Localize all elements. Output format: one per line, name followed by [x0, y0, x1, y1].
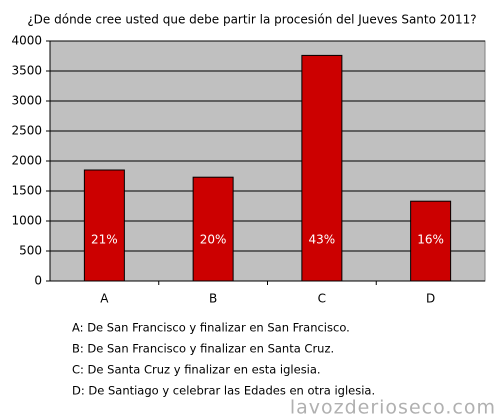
x-tick-label: A — [100, 292, 109, 306]
bar — [410, 200, 452, 282]
y-tick-label: 4000 — [11, 34, 42, 48]
watermark: lavozderioseco.com — [290, 397, 496, 419]
bar — [83, 169, 125, 282]
legend-note: D: De Santiago y celebrar las Edades en … — [72, 384, 375, 398]
y-tick-label: 2500 — [11, 124, 42, 138]
x-tick-label: C — [318, 292, 326, 306]
y-tick-label: 3000 — [11, 94, 42, 108]
legend-note: B: De San Francisco y finalizar en Santa… — [72, 342, 334, 356]
y-tick-label: 0 — [34, 274, 42, 288]
bar-label: 43% — [309, 233, 336, 247]
y-tick-label: 2000 — [11, 154, 42, 168]
bar — [192, 176, 234, 282]
y-tick-label: 1500 — [11, 184, 42, 198]
y-tick-label: 500 — [19, 244, 42, 258]
bar-label: 16% — [417, 233, 444, 247]
x-tick-label: D — [426, 292, 435, 306]
bar — [301, 54, 343, 282]
bar-label: 20% — [200, 233, 227, 247]
chart-title: ¿De dónde cree usted que debe partir la … — [27, 13, 476, 27]
legend-note: C: De Santa Cruz y finalizar en esta igl… — [72, 363, 321, 377]
bar-label: 21% — [91, 233, 118, 247]
y-tick-label: 1000 — [11, 214, 42, 228]
x-tick-label: B — [209, 292, 217, 306]
y-tick-label: 3500 — [11, 64, 42, 78]
legend-note: A: De San Francisco y finalizar en San F… — [72, 321, 350, 335]
